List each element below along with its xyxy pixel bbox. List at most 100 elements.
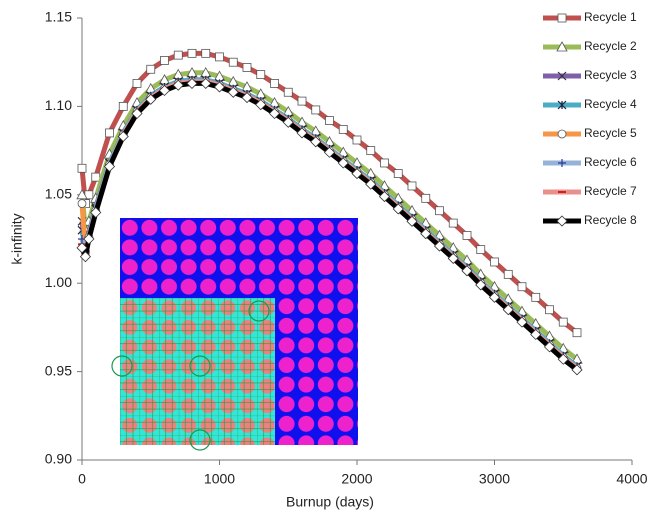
- legend-item: Recycle 4: [543, 97, 637, 111]
- marker: [378, 191, 391, 203]
- y-tick-label: 0.95: [45, 362, 72, 378]
- marker: [186, 77, 198, 89]
- marker: [516, 316, 528, 328]
- marker: [392, 203, 404, 215]
- marker: [76, 188, 88, 200]
- marker: [268, 107, 281, 120]
- marker: [557, 71, 567, 81]
- marker: [338, 124, 348, 134]
- legend-item: Recycle 3: [543, 68, 637, 82]
- marker: [366, 146, 376, 156]
- marker: [90, 206, 102, 219]
- marker: [502, 304, 514, 316]
- marker: [435, 206, 444, 216]
- marker: [79, 251, 92, 263]
- marker: [557, 353, 569, 365]
- legend-item: Recycle 2: [543, 39, 637, 53]
- legend-label: Recycle 8: [584, 213, 637, 227]
- marker: [200, 77, 212, 89]
- marker: [227, 86, 239, 98]
- marker: [132, 79, 142, 88]
- marker: [543, 341, 556, 353]
- marker: [557, 100, 567, 110]
- y-tick-label: 0.90: [45, 451, 72, 467]
- marker: [488, 291, 501, 303]
- marker: [475, 279, 487, 291]
- x-tick-label: 0: [78, 471, 86, 487]
- marker: [545, 305, 554, 315]
- marker: [558, 317, 568, 327]
- marker: [433, 240, 446, 252]
- marker: [556, 215, 568, 227]
- marker: [76, 242, 88, 254]
- marker: [296, 127, 308, 139]
- lattice-inset: [111, 218, 358, 451]
- legend-label: Recycle 7: [584, 184, 637, 198]
- x-tick-label: 3000: [479, 471, 510, 487]
- legend-item: Recycle 1: [543, 10, 637, 24]
- marker: [420, 228, 432, 240]
- legend-item: Recycle 6: [543, 155, 637, 169]
- marker: [105, 128, 114, 138]
- marker: [490, 257, 499, 267]
- marker: [447, 252, 459, 265]
- marker: [201, 48, 211, 58]
- marker: [187, 48, 197, 58]
- marker: [256, 70, 266, 79]
- marker: [530, 328, 542, 341]
- marker: [241, 91, 253, 104]
- marker: [558, 159, 566, 167]
- marker: [352, 135, 362, 145]
- marker: [77, 163, 87, 173]
- marker: [145, 93, 157, 105]
- marker: [146, 64, 156, 74]
- marker: [172, 79, 184, 91]
- marker: [158, 84, 171, 97]
- marker: [91, 172, 101, 182]
- marker: [310, 136, 322, 148]
- marker: [448, 218, 458, 228]
- marker: [571, 364, 583, 376]
- marker: [283, 87, 293, 97]
- marker: [503, 269, 513, 279]
- marker: [557, 129, 567, 139]
- x-tick-label: 1000: [204, 471, 235, 487]
- marker: [325, 116, 334, 125]
- marker: [531, 292, 541, 302]
- marker: [393, 169, 403, 178]
- marker: [131, 107, 143, 120]
- series: [77, 48, 582, 338]
- marker: [77, 199, 87, 209]
- marker: [228, 57, 238, 67]
- marker: [557, 13, 567, 23]
- legend-label: Recycle 2: [584, 39, 637, 53]
- marker: [351, 168, 363, 180]
- marker: [311, 105, 321, 115]
- legend-label: Recycle 1: [584, 10, 637, 24]
- marker: [337, 157, 349, 169]
- marker: [270, 79, 279, 88]
- marker: [282, 116, 294, 128]
- x-axis-label: Burnup (days): [286, 494, 374, 510]
- marker: [421, 193, 431, 203]
- marker: [242, 63, 252, 72]
- legend-item: Recycle 8: [543, 213, 637, 227]
- marker: [461, 265, 473, 277]
- y-tick-label: 1.10: [45, 97, 72, 113]
- y-tick-label: 1.05: [45, 186, 72, 202]
- legend-item: Recycle 5: [543, 126, 637, 140]
- marker: [556, 41, 568, 52]
- marker: [213, 81, 226, 93]
- marker: [323, 146, 336, 158]
- y-axis-label: k-infinity: [9, 213, 25, 264]
- legend-label: Recycle 3: [584, 68, 637, 82]
- marker: [297, 96, 307, 106]
- marker: [103, 160, 116, 173]
- marker: [517, 282, 527, 292]
- marker: [365, 178, 377, 190]
- marker: [406, 215, 418, 227]
- marker: [173, 50, 183, 60]
- y-tick-label: 1.00: [45, 274, 72, 290]
- x-tick-label: 2000: [341, 471, 372, 487]
